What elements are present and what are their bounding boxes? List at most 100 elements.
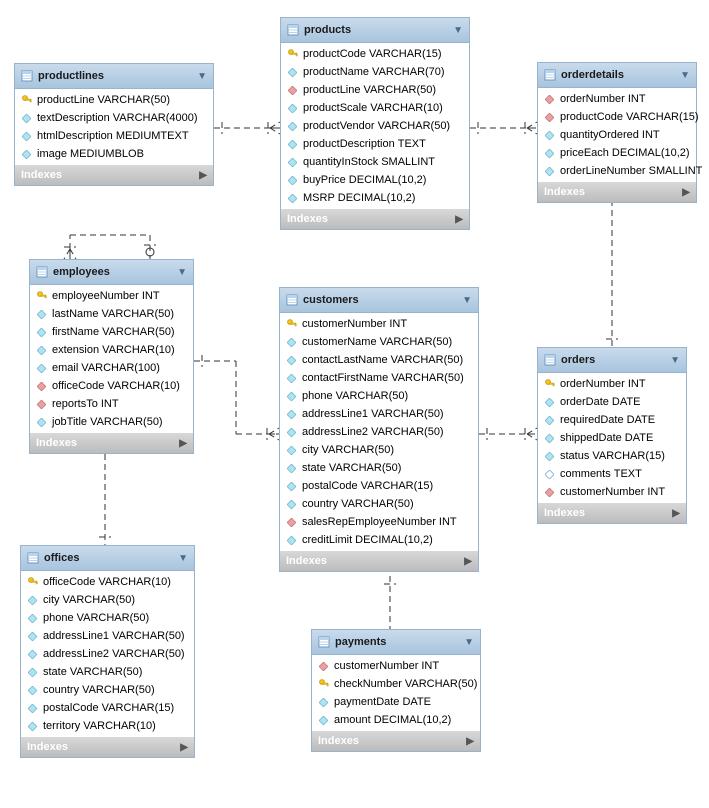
column-row[interactable]: phoneVARCHAR(50)	[21, 609, 194, 627]
table-header[interactable]: offices▼	[21, 546, 194, 571]
column-row[interactable]: orderLineNumberSMALLINT	[538, 162, 696, 180]
column-row[interactable]: contactFirstNameVARCHAR(50)	[280, 369, 478, 387]
column-row[interactable]: stateVARCHAR(50)	[21, 663, 194, 681]
collapse-arrow-icon[interactable]: ▼	[197, 71, 207, 82]
indexes-footer[interactable]: Indexes▶	[281, 209, 469, 229]
column-row[interactable]: quantityInStockSMALLINT	[281, 153, 469, 171]
indexes-footer[interactable]: Indexes▶	[30, 433, 193, 453]
table-header[interactable]: payments▼	[312, 630, 480, 655]
column-row[interactable]: creditLimitDECIMAL(10,2)	[280, 531, 478, 549]
column-row[interactable]: customerNameVARCHAR(50)	[280, 333, 478, 351]
table-products[interactable]: products▼ productCodeVARCHAR(15)productNa…	[280, 17, 470, 230]
column-row[interactable]: customerNumberINT	[312, 657, 480, 675]
column-row[interactable]: orderDateDATE	[538, 393, 686, 411]
column-row[interactable]: countryVARCHAR(50)	[280, 495, 478, 513]
column-row[interactable]: reportsToINT	[30, 395, 193, 413]
column-row[interactable]: textDescriptionVARCHAR(4000)	[15, 109, 213, 127]
column-row[interactable]: htmlDescriptionMEDIUMTEXT	[15, 127, 213, 145]
collapse-arrow-icon[interactable]: ▼	[177, 267, 187, 278]
table-productlines[interactable]: productlines▼ productLineVARCHAR(50)textD…	[14, 63, 214, 186]
column-row[interactable]: shippedDateDATE	[538, 429, 686, 447]
expand-arrow-icon[interactable]: ▶	[199, 170, 207, 181]
column-row[interactable]: paymentDateDATE	[312, 693, 480, 711]
indexes-footer[interactable]: Indexes▶	[312, 731, 480, 751]
column-row[interactable]: countryVARCHAR(50)	[21, 681, 194, 699]
expand-arrow-icon[interactable]: ▶	[464, 556, 472, 567]
table-employees[interactable]: employees▼ employeeNumberINTlastNameVARCH…	[29, 259, 194, 454]
column-row[interactable]: buyPriceDECIMAL(10,2)	[281, 171, 469, 189]
expand-arrow-icon[interactable]: ▶	[180, 742, 188, 753]
expand-arrow-icon[interactable]: ▶	[682, 187, 690, 198]
collapse-arrow-icon[interactable]: ▼	[680, 70, 690, 81]
column-row[interactable]: addressLine2VARCHAR(50)	[21, 645, 194, 663]
column-row[interactable]: cityVARCHAR(50)	[21, 591, 194, 609]
collapse-arrow-icon[interactable]: ▼	[670, 355, 680, 366]
column-row[interactable]: jobTitleVARCHAR(50)	[30, 413, 193, 431]
column-row[interactable]: salesRepEmployeeNumberINT	[280, 513, 478, 531]
column-row[interactable]: emailVARCHAR(100)	[30, 359, 193, 377]
column-row[interactable]: productDescriptionTEXT	[281, 135, 469, 153]
column-row[interactable]: postalCodeVARCHAR(15)	[21, 699, 194, 717]
column-row[interactable]: statusVARCHAR(15)	[538, 447, 686, 465]
column-row[interactable]: MSRPDECIMAL(10,2)	[281, 189, 469, 207]
column-row[interactable]: customerNumberINT	[280, 315, 478, 333]
table-offices[interactable]: offices▼ officeCodeVARCHAR(10)cityVARCHAR…	[20, 545, 195, 758]
indexes-footer[interactable]: Indexes▶	[280, 551, 478, 571]
column-row[interactable]: productLineVARCHAR(50)	[15, 91, 213, 109]
column-row[interactable]: postalCodeVARCHAR(15)	[280, 477, 478, 495]
column-row[interactable]: productCodeVARCHAR(15)	[538, 108, 696, 126]
column-row[interactable]: orderNumberINT	[538, 375, 686, 393]
indexes-footer[interactable]: Indexes▶	[538, 503, 686, 523]
table-header[interactable]: orderdetails▼	[538, 63, 696, 88]
column-row[interactable]: stateVARCHAR(50)	[280, 459, 478, 477]
column-row[interactable]: firstNameVARCHAR(50)	[30, 323, 193, 341]
collapse-arrow-icon[interactable]: ▼	[462, 295, 472, 306]
indexes-footer[interactable]: Indexes▶	[15, 165, 213, 185]
column-row[interactable]: productScaleVARCHAR(10)	[281, 99, 469, 117]
table-orders[interactable]: orders▼ orderNumberINTorderDateDATErequir…	[537, 347, 687, 524]
column-row[interactable]: checkNumberVARCHAR(50)	[312, 675, 480, 693]
column-row[interactable]: phoneVARCHAR(50)	[280, 387, 478, 405]
expand-arrow-icon[interactable]: ▶	[455, 214, 463, 225]
column-row[interactable]: extensionVARCHAR(10)	[30, 341, 193, 359]
column-name: phone	[302, 389, 333, 403]
column-row[interactable]: quantityOrderedINT	[538, 126, 696, 144]
table-header[interactable]: orders▼	[538, 348, 686, 373]
expand-arrow-icon[interactable]: ▶	[179, 438, 187, 449]
column-row[interactable]: productNameVARCHAR(70)	[281, 63, 469, 81]
column-row[interactable]: commentsTEXT	[538, 465, 686, 483]
column-row[interactable]: addressLine2VARCHAR(50)	[280, 423, 478, 441]
column-row[interactable]: territoryVARCHAR(10)	[21, 717, 194, 735]
column-row[interactable]: employeeNumberINT	[30, 287, 193, 305]
column-row[interactable]: orderNumberINT	[538, 90, 696, 108]
column-row[interactable]: imageMEDIUMBLOB	[15, 145, 213, 163]
table-header[interactable]: employees▼	[30, 260, 193, 285]
collapse-arrow-icon[interactable]: ▼	[453, 25, 463, 36]
column-row[interactable]: addressLine1VARCHAR(50)	[21, 627, 194, 645]
column-row[interactable]: productCodeVARCHAR(15)	[281, 45, 469, 63]
column-row[interactable]: customerNumberINT	[538, 483, 686, 501]
expand-arrow-icon[interactable]: ▶	[466, 736, 474, 747]
collapse-arrow-icon[interactable]: ▼	[464, 637, 474, 648]
table-customers[interactable]: customers▼ customerNumberINTcustomerNameV…	[279, 287, 479, 572]
expand-arrow-icon[interactable]: ▶	[672, 508, 680, 519]
collapse-arrow-icon[interactable]: ▼	[178, 553, 188, 564]
column-row[interactable]: lastNameVARCHAR(50)	[30, 305, 193, 323]
indexes-footer[interactable]: Indexes▶	[538, 182, 696, 202]
table-header[interactable]: products▼	[281, 18, 469, 43]
column-row[interactable]: officeCodeVARCHAR(10)	[30, 377, 193, 395]
table-payments[interactable]: payments▼ customerNumberINTcheckNumberVAR…	[311, 629, 481, 752]
column-row[interactable]: priceEachDECIMAL(10,2)	[538, 144, 696, 162]
column-row[interactable]: requiredDateDATE	[538, 411, 686, 429]
column-row[interactable]: officeCodeVARCHAR(10)	[21, 573, 194, 591]
table-header[interactable]: productlines▼	[15, 64, 213, 89]
column-row[interactable]: contactLastNameVARCHAR(50)	[280, 351, 478, 369]
column-row[interactable]: cityVARCHAR(50)	[280, 441, 478, 459]
table-header[interactable]: customers▼	[280, 288, 478, 313]
column-row[interactable]: productVendorVARCHAR(50)	[281, 117, 469, 135]
column-row[interactable]: productLineVARCHAR(50)	[281, 81, 469, 99]
column-row[interactable]: addressLine1VARCHAR(50)	[280, 405, 478, 423]
indexes-footer[interactable]: Indexes▶	[21, 737, 194, 757]
table-orderdetails[interactable]: orderdetails▼ orderNumberINTproductCodeVA…	[537, 62, 697, 203]
column-row[interactable]: amountDECIMAL(10,2)	[312, 711, 480, 729]
